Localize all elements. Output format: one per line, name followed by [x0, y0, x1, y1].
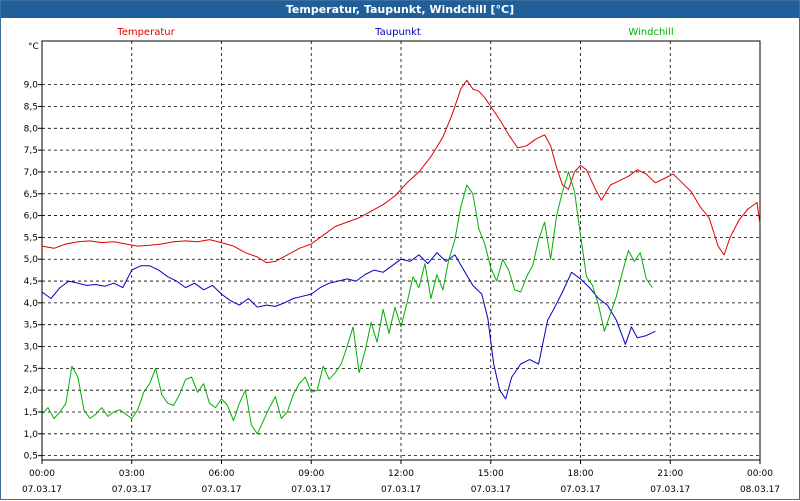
series-line-taupunkt: [41, 252, 656, 400]
legend: Temperatur Taupunkt Windchill: [116, 27, 673, 38]
legend-label: Temperatur: [116, 27, 175, 38]
y-tick-label: 8,0: [24, 124, 39, 134]
y-tick-label: 3,0: [24, 343, 39, 353]
x-tick-time-label: 00:00: [29, 469, 55, 479]
y-tick-label: 4,0: [24, 299, 39, 309]
series-line-windchill: [41, 171, 653, 435]
x-tick-date-label: 07.03.17: [560, 485, 600, 495]
y-tick-label: 7,5: [24, 146, 38, 156]
y-tick-label: 0,5: [24, 452, 38, 462]
y-tick-label: 1,5: [24, 408, 38, 418]
y-tick-label: 2,5: [24, 364, 38, 374]
y-tick-label: 9,0: [24, 81, 39, 91]
x-tick-time-label: 09:00: [298, 469, 324, 479]
y-tick-label: 5,5: [24, 233, 38, 243]
x-tick-date-label: 07.03.17: [291, 485, 331, 495]
x-tick-date-label: 07.03.17: [201, 485, 241, 495]
x-tick-date-label: 07.03.17: [112, 485, 152, 495]
y-tick-label: 2,0: [24, 386, 39, 396]
x-tick-date-label: 07.03.17: [471, 485, 511, 495]
series-line-temperatur: [41, 79, 761, 264]
legend-label: Windchill: [628, 27, 673, 38]
x-tick-date-label: 08.03.17: [740, 485, 780, 495]
x-tick-date-label: 07.03.17: [650, 485, 690, 495]
x-tick-time-label: 06:00: [209, 469, 235, 479]
grid-lines: [42, 41, 760, 460]
y-tick-label: 7,0: [24, 168, 39, 178]
y-tick-label: 6,0: [24, 212, 39, 222]
y-tick-label: 5,0: [24, 255, 39, 265]
y-tick-label: 3,5: [24, 321, 38, 331]
x-axis-ticks: 00:00 07.03.17 03:00 07.03.17 06:00 07.03.17 0…: [22, 460, 780, 495]
y-tick-label: 4,5: [24, 277, 38, 287]
x-tick-time-label: 00:00: [747, 469, 773, 479]
window-title: Temperatur, Taupunkt, Windchill [°C]: [1, 1, 799, 18]
x-tick-date-label: 07.03.17: [381, 485, 421, 495]
x-tick-time-label: 15:00: [478, 469, 504, 479]
y-axis-ticks: 0,5 1,0 1,5 2,0 2,5 3,0 3,5 4,0 4,5 5,0 5,5 6,0 6,5 7…: [24, 81, 42, 462]
x-tick-date-label: 07.03.17: [22, 485, 62, 495]
x-tick-time-label: 18:00: [568, 469, 594, 479]
y-tick-label: 8,5: [24, 102, 38, 112]
y-tick-label: 6,5: [24, 190, 38, 200]
y-tick-label: 1,0: [24, 430, 39, 440]
x-tick-time-label: 03:00: [119, 469, 145, 479]
series-lines: [41, 79, 761, 435]
x-tick-time-label: 12:00: [388, 469, 414, 479]
y-axis-unit: °C: [28, 42, 39, 52]
legend-label: Taupunkt: [374, 27, 421, 38]
x-tick-time-label: 21:00: [657, 469, 683, 479]
